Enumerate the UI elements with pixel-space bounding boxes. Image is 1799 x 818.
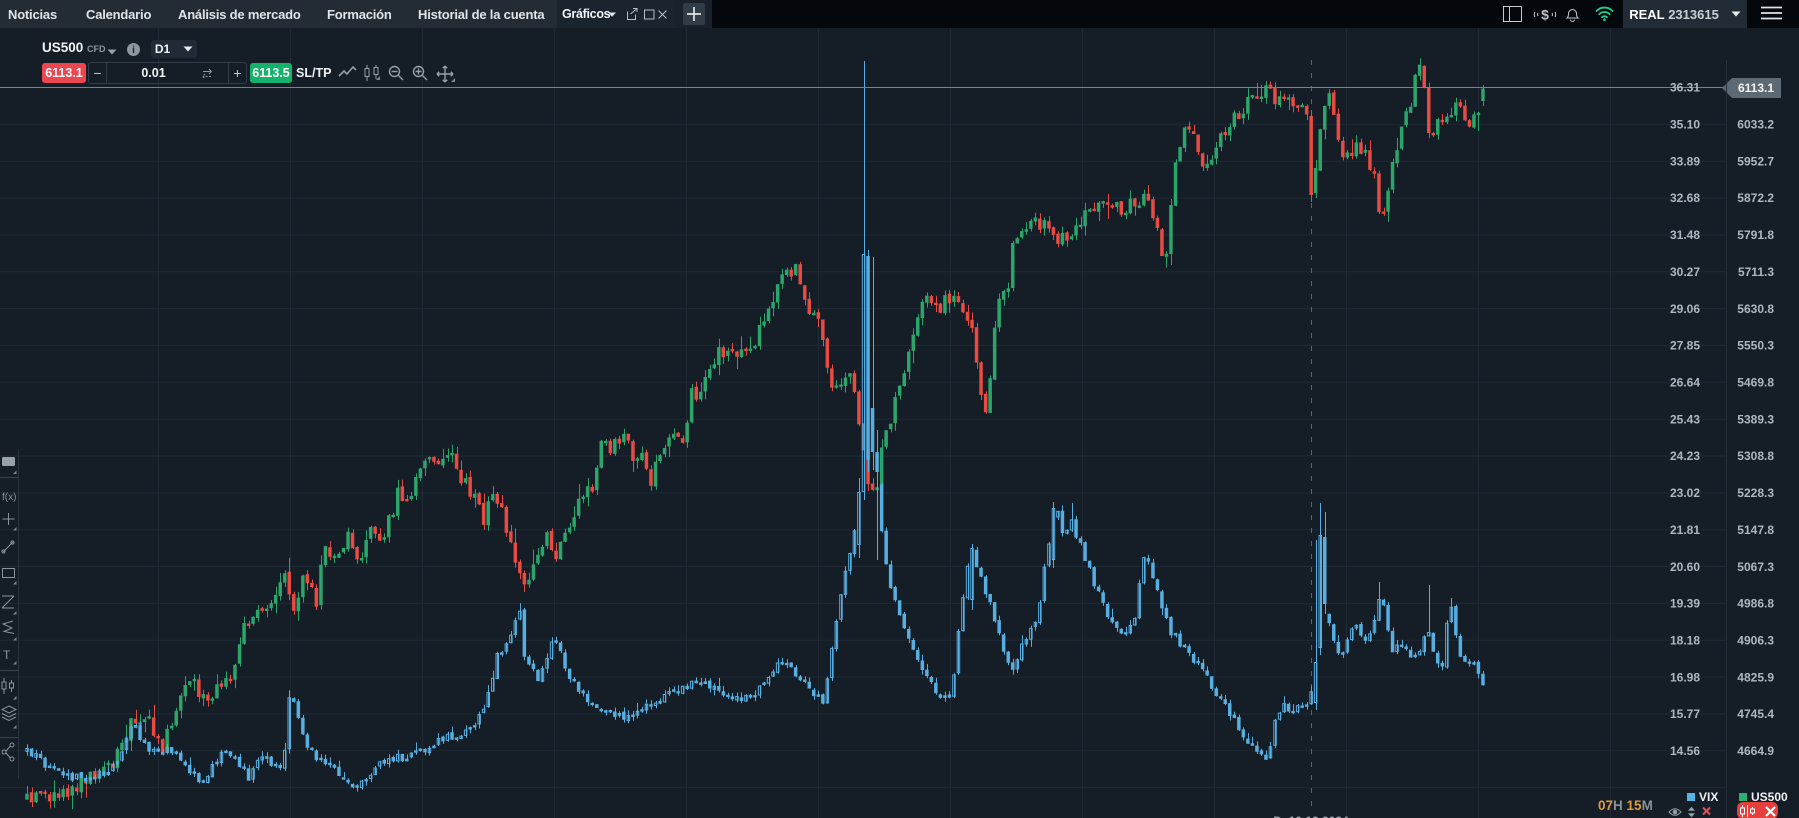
svg-text:5711.3: 5711.3 xyxy=(1738,265,1774,279)
svg-text:5067.3: 5067.3 xyxy=(1737,560,1774,574)
svg-text:25.43: 25.43 xyxy=(1670,412,1700,426)
svg-text:5872.2: 5872.2 xyxy=(1737,191,1774,205)
svg-text:4825.9: 4825.9 xyxy=(1737,670,1774,684)
svg-text:21.81: 21.81 xyxy=(1670,523,1700,537)
svg-text:D. 10.12.2024: D. 10.12.2024 xyxy=(1273,814,1349,818)
svg-text:14.56: 14.56 xyxy=(1670,744,1700,758)
svg-text:23.02: 23.02 xyxy=(1670,486,1700,500)
svg-text:4986.8: 4986.8 xyxy=(1737,597,1774,611)
svg-text:4745.4: 4745.4 xyxy=(1737,707,1774,721)
svg-text:6033.2: 6033.2 xyxy=(1737,118,1774,132)
svg-text:15.77: 15.77 xyxy=(1670,707,1700,721)
svg-text:T: T xyxy=(3,648,11,662)
svg-text:$: $ xyxy=(1541,7,1549,23)
svg-text:5228.3: 5228.3 xyxy=(1737,486,1774,500)
svg-text:30.27: 30.27 xyxy=(1670,265,1700,279)
svg-text:18.18: 18.18 xyxy=(1670,634,1700,648)
svg-text:5952.7: 5952.7 xyxy=(1737,154,1774,168)
svg-text:20.60: 20.60 xyxy=(1670,560,1700,574)
svg-text:5791.8: 5791.8 xyxy=(1737,228,1774,242)
svg-text:16.98: 16.98 xyxy=(1670,670,1700,684)
svg-text:19.39: 19.39 xyxy=(1670,597,1700,611)
svg-text:31.48: 31.48 xyxy=(1670,228,1700,242)
svg-text:4664.9: 4664.9 xyxy=(1737,744,1774,758)
svg-text:4906.3: 4906.3 xyxy=(1737,634,1774,648)
svg-text:i: i xyxy=(132,45,135,56)
svg-text:33.89: 33.89 xyxy=(1670,154,1700,168)
svg-text:5389.3: 5389.3 xyxy=(1737,412,1774,426)
svg-text:35.10: 35.10 xyxy=(1670,118,1700,132)
svg-text:32.68: 32.68 xyxy=(1670,191,1700,205)
svg-text:36.31: 36.31 xyxy=(1670,81,1700,95)
svg-text:24.23: 24.23 xyxy=(1670,449,1700,463)
svg-text:5550.3: 5550.3 xyxy=(1737,339,1774,353)
svg-text:5147.8: 5147.8 xyxy=(1737,523,1774,537)
svg-text:27.85: 27.85 xyxy=(1670,339,1700,353)
svg-text:6113.1: 6113.1 xyxy=(1738,81,1774,95)
svg-text:26.64: 26.64 xyxy=(1670,376,1700,390)
svg-text:5630.8: 5630.8 xyxy=(1737,302,1774,316)
svg-text:5308.8: 5308.8 xyxy=(1737,449,1774,463)
svg-text:29.06: 29.06 xyxy=(1670,302,1700,316)
svg-text:5469.8: 5469.8 xyxy=(1737,376,1774,390)
svg-text:f(x): f(x) xyxy=(2,492,16,503)
